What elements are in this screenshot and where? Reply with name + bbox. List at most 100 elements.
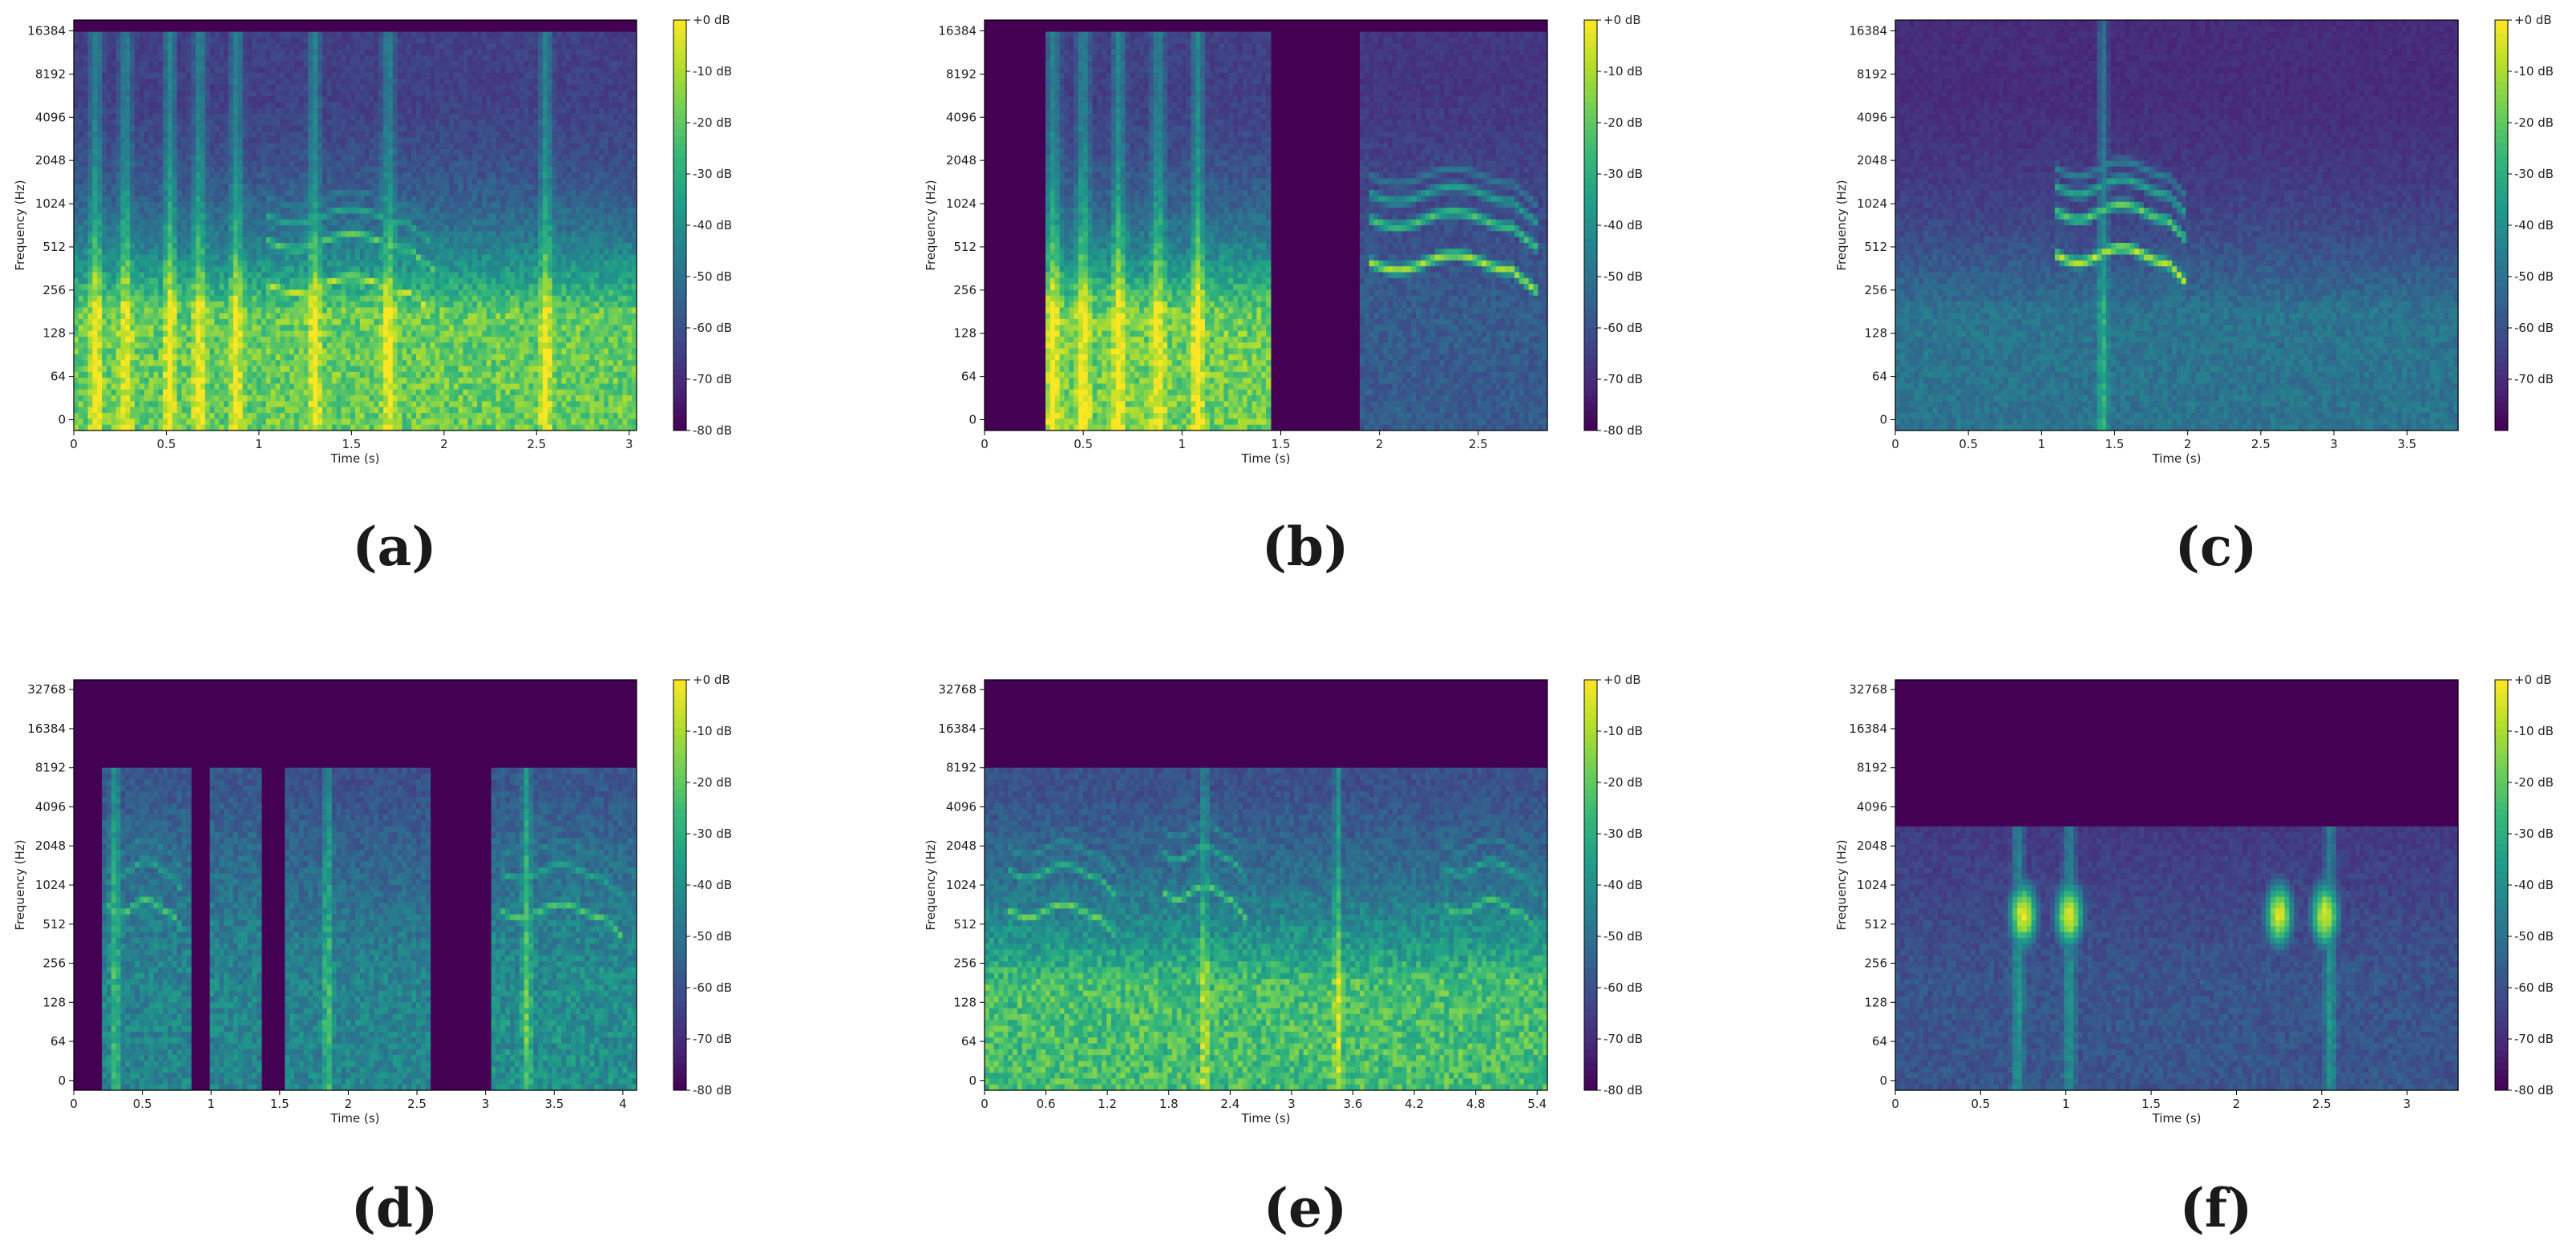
spectrogram-cell [219, 401, 224, 408]
spectrogram-cell [87, 84, 93, 91]
spectrogram-cell [383, 389, 389, 396]
spectrogram-cell [317, 55, 323, 62]
spectrogram-cell [406, 114, 412, 120]
spectrogram-cell [214, 418, 220, 426]
spectrogram-cell [336, 102, 342, 109]
spectrogram-cell [285, 289, 290, 297]
spectrogram-cell [115, 389, 122, 396]
spectrogram-cell [378, 301, 384, 308]
spectrogram-cell [148, 389, 155, 396]
spectrogram-cell [153, 114, 159, 120]
spectrogram-cell [298, 366, 305, 373]
spectrogram-cell [392, 406, 398, 414]
spectrogram-cell [346, 43, 351, 51]
spectrogram-cell [285, 231, 290, 238]
spectrogram-cell [163, 37, 168, 44]
spectrogram-cell [106, 55, 112, 62]
spectrogram-cell [228, 277, 234, 285]
spectrogram-cell [115, 272, 122, 279]
spectrogram-cell [111, 213, 117, 220]
spectrogram-cell [158, 184, 164, 191]
spectrogram-cell [97, 79, 103, 86]
spectrogram-cell [224, 301, 229, 308]
spectrogram-cell [242, 49, 249, 56]
spectrogram-cell [228, 325, 234, 332]
spectrogram-cell [186, 301, 192, 308]
spectrogram-cell [392, 277, 398, 285]
spectrogram-cell [87, 336, 93, 343]
spectrogram-cell [148, 102, 155, 109]
spectrogram-cell [97, 114, 103, 120]
spectrogram-cell [237, 295, 244, 302]
spectrogram-cell [289, 143, 295, 150]
spectrogram-cell [214, 389, 220, 396]
spectrogram-cell [298, 72, 305, 79]
spectrogram-cell [350, 125, 356, 132]
spectrogram-cell [233, 172, 239, 180]
spectrogram-cell [359, 79, 366, 86]
spectrogram-cell [275, 277, 281, 285]
spectrogram-cell [87, 389, 93, 396]
spectrogram-cell [293, 107, 300, 115]
spectrogram-cell [326, 325, 333, 332]
spectrogram-cell [402, 313, 407, 320]
spectrogram-cell [181, 272, 187, 279]
spectrogram-cell [153, 378, 159, 385]
spectrogram-cell [355, 383, 361, 390]
spectrogram-cell [257, 96, 262, 103]
spectrogram-cell [78, 383, 84, 390]
spectrogram-cell [374, 49, 379, 56]
spectrogram-cell [204, 242, 211, 249]
spectrogram-cell [326, 307, 333, 314]
spectrogram-cell [148, 383, 155, 390]
spectrogram-cell [359, 102, 366, 109]
spectrogram-cell [383, 260, 389, 267]
spectrogram-cell [336, 155, 342, 162]
spectrogram-cell [158, 389, 164, 396]
spectrogram-cell [106, 79, 112, 86]
spectrogram-cell [261, 277, 267, 285]
spectrogram-cell [402, 336, 407, 343]
spectrogram-cell [293, 418, 300, 426]
spectrogram-cell [247, 160, 253, 168]
spectrogram-cell [308, 107, 313, 115]
spectrogram-cell [158, 90, 164, 97]
spectrogram-cell [115, 354, 122, 361]
spectrogram-cell [285, 313, 290, 320]
spectrogram-cell [369, 172, 374, 180]
spectrogram-cell [228, 418, 234, 426]
spectrogram-cell [331, 383, 338, 390]
spectrogram-cell [92, 236, 98, 244]
spectrogram-cell [355, 330, 361, 338]
spectrogram-cell [326, 289, 333, 297]
spectrogram-cell [200, 401, 206, 408]
spectrogram-cell [261, 360, 267, 367]
spectrogram-cell [125, 272, 131, 279]
spectrogram-cell [153, 330, 159, 338]
spectrogram-cell [219, 418, 224, 426]
spectrogram-cell [204, 49, 211, 56]
spectrogram-cell [293, 213, 300, 220]
spectrogram-cell [97, 184, 103, 191]
spectrogram-cell [196, 31, 201, 38]
spectrogram-cell [196, 37, 201, 44]
spectrogram-cell [397, 277, 403, 285]
spectrogram-cell [78, 213, 84, 220]
spectrogram-cell [285, 96, 290, 103]
spectrogram-cell [322, 307, 328, 314]
spectrogram-cell [228, 348, 234, 355]
spectrogram-cell [120, 360, 126, 367]
spectrogram-cell [219, 249, 224, 256]
spectrogram-cell [261, 284, 267, 291]
spectrogram-cell [97, 196, 103, 203]
spectrogram-cell [383, 119, 389, 127]
spectrogram-cell [158, 125, 164, 132]
spectrogram-cell [387, 160, 394, 168]
spectrogram-cell [378, 219, 384, 226]
spectrogram-cell [106, 37, 112, 44]
spectrogram-cell [378, 125, 384, 132]
spectrogram-cell [247, 301, 253, 308]
spectrogram-cell [397, 307, 403, 314]
spectrogram-cell [346, 418, 351, 426]
spectrogram-cell [87, 301, 93, 308]
